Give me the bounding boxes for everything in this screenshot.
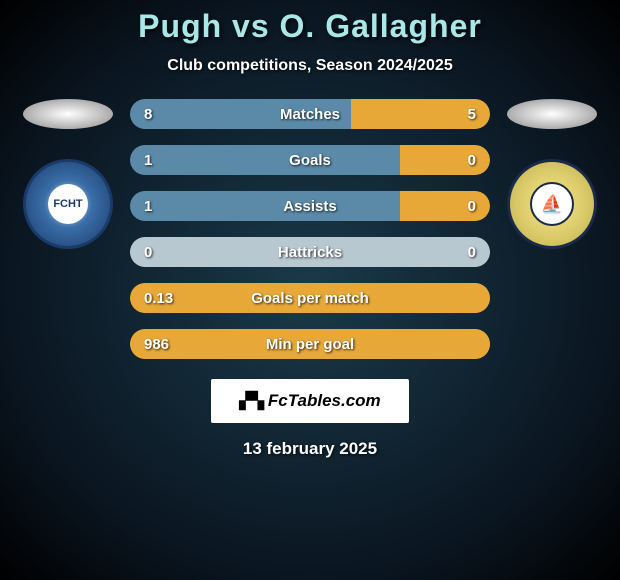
bar-label: Min per goal bbox=[266, 336, 354, 353]
page-title: Pugh vs O. Gallagher bbox=[138, 8, 482, 45]
right-team-column bbox=[502, 99, 602, 249]
bar-left-value: 1 bbox=[144, 198, 152, 215]
right-team-crest bbox=[507, 159, 597, 249]
bar-right-value: 0 bbox=[468, 244, 476, 261]
bar-right-value: 0 bbox=[468, 198, 476, 215]
brand-footer[interactable]: ▞▚ FcTables.com bbox=[211, 379, 408, 423]
bar-label: Matches bbox=[280, 106, 340, 123]
chart-icon: ▞▚ bbox=[239, 391, 264, 411]
brand-label: FcTables.com bbox=[268, 391, 381, 411]
bar-left-value: 1 bbox=[144, 152, 152, 169]
stat-bar: 0.13 Goals per match bbox=[130, 283, 490, 313]
bar-label: Hattricks bbox=[278, 244, 342, 261]
left-team-column bbox=[18, 99, 118, 249]
page-subtitle: Club competitions, Season 2024/2025 bbox=[167, 57, 452, 75]
bar-right-value: 0 bbox=[468, 152, 476, 169]
comparison-card: Pugh vs O. Gallagher Club competitions, … bbox=[0, 0, 620, 580]
bar-label: Goals bbox=[289, 152, 331, 169]
main-row: 8 5 Matches 1 0 Goals 1 0 Assists 0 0 Hattricks 0.13… bbox=[0, 99, 620, 359]
stat-bars: 8 5 Matches 1 0 Goals 1 0 Assists 0 0 Hattricks 0.13… bbox=[130, 99, 490, 359]
bar-left-value: 986 bbox=[144, 336, 169, 353]
date-label: 13 february 2025 bbox=[243, 439, 377, 459]
stat-bar: 1 0 Goals bbox=[130, 145, 490, 175]
bar-left-fill bbox=[130, 191, 400, 221]
bar-left-value: 8 bbox=[144, 106, 152, 123]
bar-left-fill bbox=[130, 145, 400, 175]
left-player-oval bbox=[23, 99, 113, 129]
bar-left-value: 0 bbox=[144, 244, 152, 261]
bar-label: Goals per match bbox=[251, 290, 369, 307]
bar-left-value: 0.13 bbox=[144, 290, 173, 307]
right-player-oval bbox=[507, 99, 597, 129]
stat-bar: 1 0 Assists bbox=[130, 191, 490, 221]
left-team-crest bbox=[23, 159, 113, 249]
bar-right-value: 5 bbox=[468, 106, 476, 123]
stat-bar: 986 Min per goal bbox=[130, 329, 490, 359]
bar-right-fill bbox=[400, 191, 490, 221]
bar-right-fill bbox=[400, 145, 490, 175]
stat-bar: 0 0 Hattricks bbox=[130, 237, 490, 267]
stat-bar: 8 5 Matches bbox=[130, 99, 490, 129]
bar-label: Assists bbox=[283, 198, 336, 215]
